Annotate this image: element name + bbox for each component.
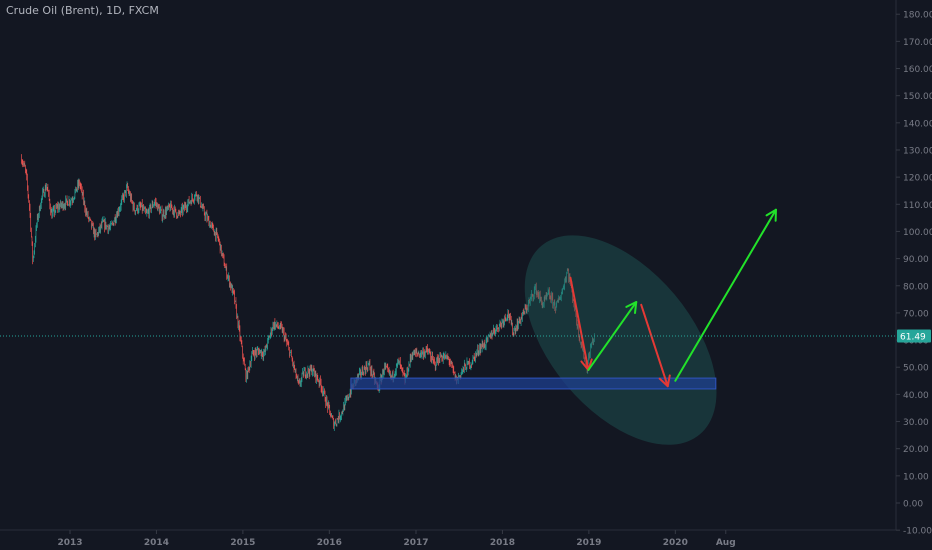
support-zone-rectangle[interactable] [350,377,717,390]
price-tick-label: 20.00 [903,445,929,455]
time-tick-label: 2017 [403,538,428,548]
last-price-badge [897,329,931,343]
time-tick-label: 2018 [490,538,515,548]
price-tick-label: 180.00 [903,11,932,21]
time-axis[interactable]: 2013 2014 2015 2016 2017 2018 2019 2020 Aug [57,530,736,548]
price-tick-label: 10.00 [903,472,929,482]
price-axis[interactable]: 180.00 170.00 160.00 150.00 140.00 130.00 120.… [896,11,932,537]
price-tick-label: 30.00 [903,418,929,428]
price-tick-label: 70.00 [903,309,929,319]
last-price-label: 61.49 [900,333,926,343]
price-tick-label: 80.00 [903,282,929,292]
highlight-ellipse[interactable] [487,200,753,479]
price-tick-label: 140.00 [903,119,932,129]
arrow-shaft [640,303,669,388]
price-tick-label: 170.00 [903,38,932,48]
price-tick-label: 90.00 [903,255,929,265]
time-tick-label: 2016 [317,538,342,548]
price-tick-label: 100.00 [903,228,932,238]
price-tick-label: 120.00 [903,174,932,184]
arrow-shaft [674,208,777,382]
chart-title: Crude Oil (Brent), 1D, FXCM [6,4,159,17]
green-arrow[interactable] [674,208,777,382]
arrow-head [765,208,777,222]
price-tick-label: 40.00 [903,391,929,401]
arrow-head [658,374,671,388]
time-tick-label: 2014 [144,538,169,548]
arrow-head [625,301,638,314]
price-tick-label: 110.00 [903,201,932,211]
time-tick-label: 2013 [57,538,82,548]
price-tick-label: -10.00 [903,527,932,537]
price-tick-label: 50.00 [903,364,929,374]
price-tick-label: 160.00 [903,65,932,75]
price-tick-label: 150.00 [903,92,932,102]
time-tick-label: Aug [716,538,736,548]
price-tick-label: 130.00 [903,146,932,156]
last-price-marker: 61.49 [0,329,931,343]
red-arrow[interactable] [640,303,671,388]
candles-layer [21,154,595,431]
time-tick-label: 2020 [663,538,688,548]
time-tick-label: 2015 [230,538,255,548]
arrow-shaft [569,276,590,371]
price-tick-label: 0.00 [903,500,923,510]
time-tick-label: 2019 [576,538,601,548]
drawings-layer [350,200,777,479]
